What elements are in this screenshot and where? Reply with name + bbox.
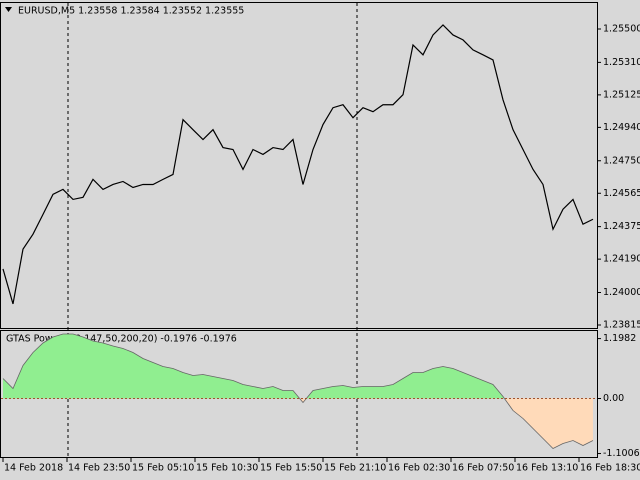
y-tick-label: 1.24940	[603, 122, 640, 133]
y-tick-label: 1.24190	[603, 254, 640, 265]
x-tick-label: 14 Feb 2018	[4, 463, 63, 474]
price-title: EURUSD,M5 1.23558 1.23584 1.23552 1.2355…	[18, 6, 244, 17]
y-tick-label: 1.25500	[603, 24, 640, 35]
y-tick-label: 1.24565	[603, 188, 640, 199]
y-tick-label: 1.1982	[603, 333, 636, 344]
negative-area	[3, 398, 593, 449]
x-tick-label: 15 Feb 21:10	[324, 463, 386, 474]
y-tick-label: 0.00	[603, 393, 624, 404]
x-tick-label: 16 Feb 02:30	[388, 463, 450, 474]
x-tick-label: 15 Feb 05:10	[132, 463, 194, 474]
price-line	[2, 24, 594, 305]
x-tick-label: 16 Feb 13:10	[516, 463, 578, 474]
indicator-pane	[0, 330, 598, 458]
symbol-menu-icon	[5, 7, 12, 12]
price-pane	[0, 2, 598, 329]
y-tick-label: 1.24750	[603, 155, 640, 166]
x-tick-label: 14 Feb 23:50	[68, 463, 130, 474]
positive-area	[3, 334, 593, 399]
x-tick-label: 16 Feb 18:30	[580, 463, 640, 474]
x-tick-label: 15 Feb 15:50	[260, 463, 322, 474]
y-tick-label: 1.24000	[603, 287, 640, 298]
x-tick-label: 15 Feb 10:30	[196, 463, 258, 474]
x-tick-label: 16 Feb 07:50	[452, 463, 514, 474]
y-tick-label: 1.24375	[603, 221, 640, 232]
indicator-line	[2, 333, 594, 449]
y-tick-label: 1.25310	[603, 57, 640, 68]
y-tick-label: 1.23815	[603, 320, 640, 331]
y-tick-label: 1.25125	[603, 89, 640, 100]
indicator-title: GTAS Power (20,147,50,200,20) -0.1976 -0…	[6, 334, 237, 345]
y-tick-label: -1.1006	[603, 448, 640, 459]
